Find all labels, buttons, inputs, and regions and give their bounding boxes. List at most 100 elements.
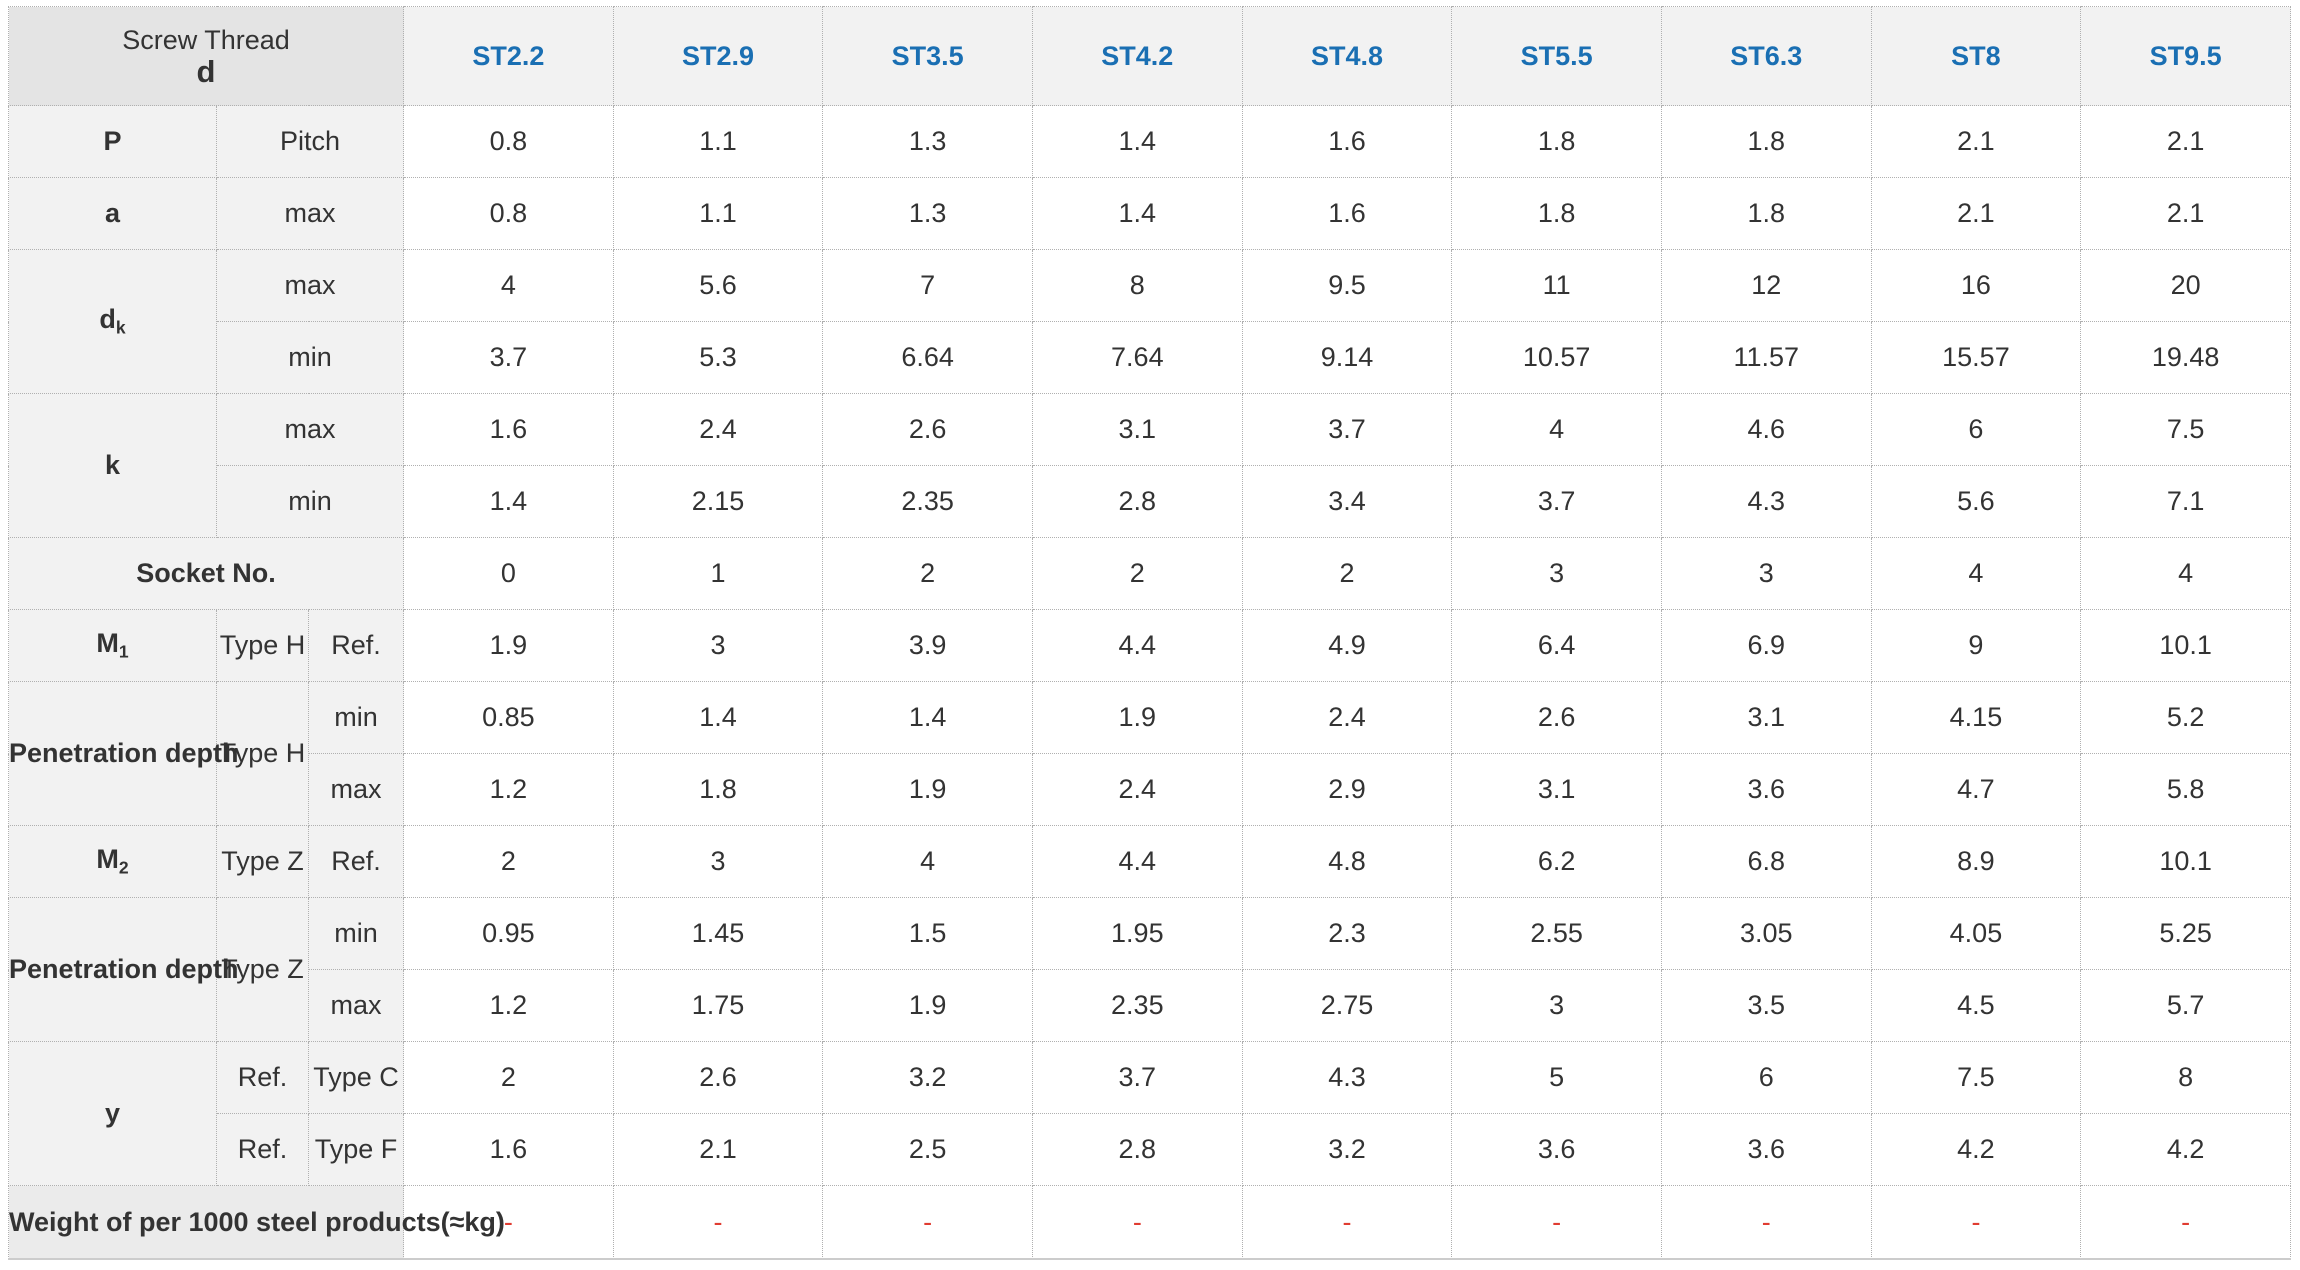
table-cell: 4.7 (1870, 753, 2082, 826)
table-cell: 8 (2080, 1041, 2291, 1114)
table-cell: 1.6 (403, 1113, 614, 1186)
table-cell: 0.8 (403, 177, 614, 250)
column-header: ST4.2 (1031, 6, 1243, 106)
screw-thread-header: Screw Thread d (7, 6, 405, 106)
table-cell: - (1031, 1185, 1243, 1259)
table-cell: 1.1 (612, 177, 824, 250)
table-cell: 9.5 (1241, 249, 1453, 322)
table-cell: 3.7 (1031, 1041, 1243, 1114)
row-label-min: min (307, 897, 405, 970)
table-row-pen-z-min: Penetration depth Type Z min 0.95 1.45 1.5… (8, 897, 2291, 1042)
column-header: ST4.8 (1241, 6, 1453, 106)
table-cell: 1.9 (1031, 681, 1243, 754)
row-ref: Ref. (216, 1041, 309, 1114)
table-row-dk-max: dk max 4 5.6 7 8 9.5 11 12 16 20 (8, 249, 2291, 394)
table-cell: 3 (612, 609, 824, 682)
table-cell: 2.6 (612, 1041, 824, 1114)
table-cell: 15.57 (1870, 321, 2082, 394)
table-cell: 10.1 (2080, 825, 2291, 898)
table-cell: 1.5 (822, 897, 1033, 970)
table-cell: 1.8 (612, 753, 824, 826)
table-cell: 9 (1870, 609, 2082, 682)
table-cell: 4.2 (1870, 1113, 2082, 1186)
table-cell: 1.6 (1241, 105, 1453, 178)
table-cell: 3.7 (1241, 393, 1453, 466)
table-cell: 2.4 (1031, 753, 1243, 826)
table-cell: 2.1 (612, 1113, 824, 1186)
table-cell: 1.4 (822, 681, 1033, 754)
table-cell: 1.1 (612, 105, 824, 178)
table-cell: 3 (1451, 537, 1662, 610)
table-cell: 2 (403, 1041, 614, 1114)
column-header: ST3.5 (822, 6, 1033, 106)
table-cell: 6.4 (1451, 609, 1662, 682)
table-cell: 1 (612, 537, 824, 610)
table-cell: - (2080, 1185, 2291, 1259)
row-ref: Ref. (216, 1113, 309, 1186)
table-cell: 11 (1451, 249, 1662, 322)
table-cell: 1.4 (1031, 105, 1243, 178)
row-symbol-dk: dk (8, 249, 217, 394)
table-cell: 1.6 (1241, 177, 1453, 250)
row-label-min: min (215, 465, 405, 538)
row-type-c: Type C (307, 1041, 405, 1114)
table-cell: 2.9 (1241, 753, 1453, 826)
row-label-socket: Socket No. (7, 537, 405, 610)
row-label-max: max (215, 177, 405, 250)
table-cell: 7.5 (2080, 393, 2291, 466)
table-cell: 4.05 (1870, 897, 2082, 970)
table-cell: - (822, 1185, 1033, 1259)
table-cell: 2 (403, 825, 614, 898)
table-cell: 2.1 (1870, 105, 2082, 178)
table-row-y-c: y Ref. Type C 2 2.6 3.2 3.7 4.3 5 6 7.5 8 (8, 1041, 2291, 1186)
row-type-f: Type F (307, 1113, 405, 1186)
screw-thread-label: Screw Thread (122, 25, 290, 55)
table-cell: 4.4 (1031, 609, 1243, 682)
column-header: ST2.9 (612, 6, 824, 106)
table-cell: 2.6 (822, 393, 1033, 466)
table-cell: 8.9 (1870, 825, 2082, 898)
table-cell: 1.8 (1660, 177, 1872, 250)
table-cell: 3.1 (1660, 681, 1872, 754)
table-cell: 1.2 (403, 753, 614, 826)
table-cell: 8 (1031, 249, 1243, 322)
table-cell: 10.57 (1451, 321, 1662, 394)
table-cell: 2.1 (2080, 177, 2291, 250)
row-label-min: min (307, 681, 405, 754)
table-cell: 6 (1870, 393, 2082, 466)
table-cell: 1.8 (1451, 105, 1662, 178)
table-cell: 1.2 (403, 969, 614, 1042)
table-cell: - (403, 1185, 614, 1259)
row-label-penetration-z: Penetration depth (8, 897, 239, 1042)
screw-spec-table: Screw Thread d ST2.2 ST2.9 ST3.5 ST4.2 ST4.8… (7, 6, 2291, 1259)
table-cell: 7 (822, 249, 1033, 322)
header-row: Screw Thread d ST2.2 ST2.9 ST3.5 ST4.2 ST4.8… (7, 6, 2291, 106)
bottom-divider (8, 1258, 2291, 1260)
table-cell: 11.57 (1660, 321, 1872, 394)
table-cell: 4.5 (1870, 969, 2082, 1042)
row-label-max: max (215, 393, 405, 466)
table-cell: 1.3 (822, 105, 1033, 178)
table-cell: 0 (403, 537, 614, 610)
table-cell: 20 (2080, 249, 2291, 322)
row-label-max: max (307, 753, 405, 826)
table-cell: 10.1 (2080, 609, 2291, 682)
row-symbol-p: P (8, 105, 217, 178)
table-cell: - (612, 1185, 824, 1259)
table-cell: 4.8 (1241, 825, 1453, 898)
table-cell: 2.4 (612, 393, 824, 466)
table-row-weight: Weight of per 1000 steel products(≈kg) -… (7, 1185, 2291, 1259)
table-cell: 1.4 (403, 465, 614, 538)
row-symbol-k: k (8, 393, 217, 538)
table-cell: 3.4 (1241, 465, 1453, 538)
table-cell: 3.9 (822, 609, 1033, 682)
table-cell: 3.5 (1660, 969, 1872, 1042)
table-cell: 1.4 (1031, 177, 1243, 250)
table-cell: 2.75 (1241, 969, 1453, 1042)
table-cell: 4.3 (1241, 1041, 1453, 1114)
table-cell: - (1660, 1185, 1872, 1259)
table-cell: 3.2 (822, 1041, 1033, 1114)
table-cell: 4 (403, 249, 614, 322)
row-symbol-y: y (8, 1041, 217, 1186)
